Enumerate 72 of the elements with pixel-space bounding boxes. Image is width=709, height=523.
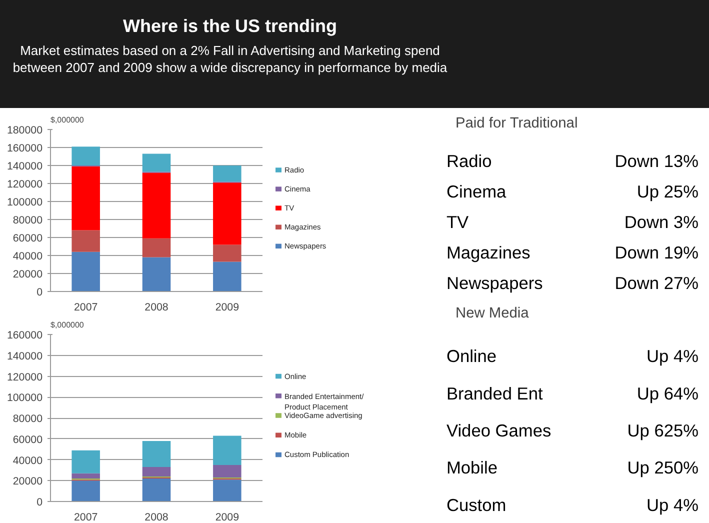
category-label: Radio xyxy=(446,150,492,171)
category-label: Cinema xyxy=(446,182,507,202)
text: New Media xyxy=(456,306,530,322)
y-tick-label: 80000 xyxy=(12,413,43,425)
x-tick-label: 2007 xyxy=(74,302,98,314)
text: Down 19% xyxy=(614,242,699,263)
y-axis-title: $,000000 xyxy=(50,116,84,124)
y-tick-label: 20000 xyxy=(12,268,43,280)
category-label: Newspapers xyxy=(446,273,544,294)
y-tick-label: 0 xyxy=(36,496,43,508)
bar xyxy=(142,440,171,468)
y-tick-label: 60000 xyxy=(12,434,43,446)
text: Down 13% xyxy=(614,150,699,171)
text: Up 64% xyxy=(636,383,699,404)
text: Paid for Traditional xyxy=(456,116,578,132)
bar xyxy=(72,146,100,166)
y-tick-label: 80000 xyxy=(12,214,43,226)
category-label: Custom xyxy=(446,494,506,515)
bar xyxy=(213,244,242,262)
bar xyxy=(213,166,242,182)
y-tick-label: 100000 xyxy=(6,196,43,208)
bar xyxy=(72,230,100,252)
bar xyxy=(142,478,171,502)
chart-title: Where is the US trending xyxy=(122,15,338,38)
category-label: Branded Ent xyxy=(446,383,543,404)
bar xyxy=(142,238,171,258)
bar xyxy=(72,473,100,479)
y-tick-label: 20000 xyxy=(12,476,43,488)
chart-subtitle: Market estimates based on a 2% Fall in Advertising and Marketing spend between 2007 and 2009 show a wide discrepancy in performance by media xyxy=(12,42,448,76)
text: Down 27% xyxy=(614,273,699,294)
bar xyxy=(142,172,171,238)
y-tick-label: 120000 xyxy=(6,371,43,384)
y-tick-label: 140000 xyxy=(6,350,43,362)
category-label: Magazines xyxy=(446,242,531,263)
y-tick-label: 180000 xyxy=(6,124,43,136)
bar xyxy=(142,467,171,476)
y-tick-label: 40000 xyxy=(12,454,43,467)
bar xyxy=(72,450,100,474)
bar xyxy=(213,436,242,465)
y-tick-label: 60000 xyxy=(12,232,43,244)
category-label: Online xyxy=(446,346,497,366)
y-tick-label: 160000 xyxy=(6,142,43,154)
text: Up 25% xyxy=(636,182,699,202)
x-tick-label: 2009 xyxy=(215,512,240,523)
bar xyxy=(213,480,242,502)
text: Up 250% xyxy=(627,458,699,478)
y-axis-title: $,000000 xyxy=(50,320,84,330)
bar xyxy=(213,262,242,292)
y-tick-label: 120000 xyxy=(6,178,43,190)
category-label: Video Games xyxy=(446,420,552,441)
category-label: TV xyxy=(446,212,470,232)
bar xyxy=(213,182,242,245)
y-tick-label: 0 xyxy=(36,286,43,298)
bar xyxy=(72,166,100,230)
y-tick-label: 140000 xyxy=(6,160,43,172)
text: Up 4% xyxy=(646,494,699,515)
y-tick-label: 40000 xyxy=(12,250,43,262)
y-tick-label: 160000 xyxy=(6,330,43,342)
bar xyxy=(72,480,100,502)
bar xyxy=(142,257,171,292)
text: Up 4% xyxy=(646,346,699,366)
y-tick-label: 100000 xyxy=(6,392,43,404)
bar xyxy=(72,252,100,292)
bar xyxy=(142,154,171,172)
x-tick-label: 2008 xyxy=(144,512,168,523)
x-tick-label: 2009 xyxy=(215,302,240,314)
x-tick-label: 2008 xyxy=(144,302,168,314)
text: Up 625% xyxy=(627,420,699,441)
category-label: Mobile xyxy=(446,458,498,478)
x-tick-label: 2007 xyxy=(74,512,98,523)
bar xyxy=(213,464,242,478)
text: Down 3% xyxy=(624,212,699,232)
